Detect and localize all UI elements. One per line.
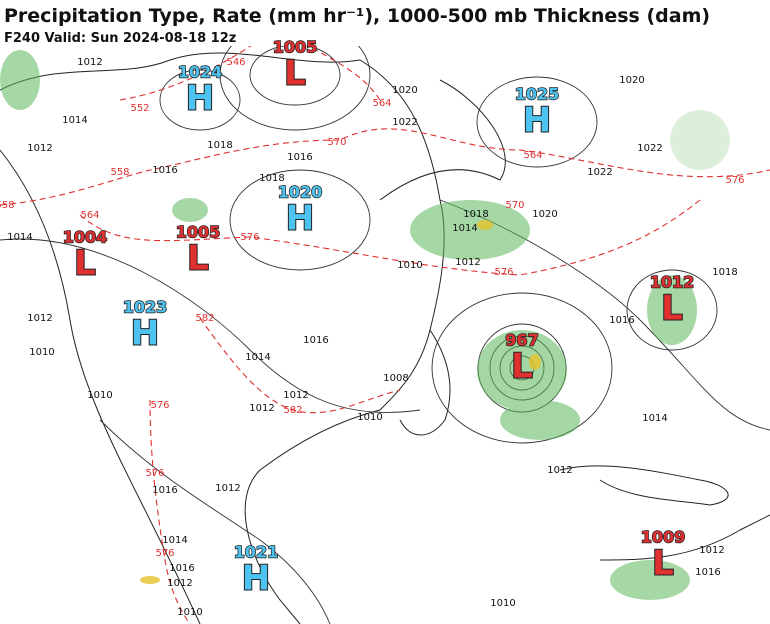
isobar-label: 1016 bbox=[169, 563, 194, 574]
isobar-label: 1012 bbox=[455, 257, 480, 268]
header-background bbox=[0, 0, 770, 46]
pressure-center-letter: L bbox=[74, 244, 96, 284]
isobar-label: 1012 bbox=[27, 313, 52, 324]
pressure-center-value: 1020 bbox=[278, 183, 323, 202]
pressure-center-letter: L bbox=[284, 54, 306, 94]
pressure-center-letter: L bbox=[652, 544, 674, 584]
thickness-contours bbox=[0, 39, 770, 624]
thickness-label: 582 bbox=[195, 313, 214, 324]
isobar-label: 1022 bbox=[392, 117, 417, 128]
thickness-label: 564 bbox=[80, 210, 99, 221]
isobar-label: 1022 bbox=[587, 167, 612, 178]
pressure-center-letter: H bbox=[242, 559, 270, 599]
isobar-label: 1010 bbox=[490, 598, 515, 609]
thickness-label: 582 bbox=[283, 405, 302, 416]
thickness-label: 576 bbox=[725, 175, 744, 186]
isobar-label: 1012 bbox=[699, 545, 724, 556]
isobar-label: 1014 bbox=[62, 115, 87, 126]
isobar-label: 1010 bbox=[177, 607, 202, 618]
isobar-label: 1016 bbox=[609, 315, 634, 326]
isobar-label: 1012 bbox=[283, 390, 308, 401]
map-title: Precipitation Type, Rate (mm hr⁻¹), 1000… bbox=[4, 5, 710, 27]
map-subtitle: F240 Valid: Sun 2024-08-18 12z bbox=[4, 31, 236, 46]
isobar-label: 1014 bbox=[162, 535, 187, 546]
pressure-center-value: 1005 bbox=[273, 38, 318, 57]
isobar-label: 1018 bbox=[463, 209, 488, 220]
pressure-center-letter: L bbox=[661, 289, 683, 329]
thickness-label: 558 bbox=[110, 167, 129, 178]
pressure-center-value: 1021 bbox=[234, 543, 279, 562]
isobar-label: 1016 bbox=[303, 335, 328, 346]
isobar-label: 1012 bbox=[215, 483, 240, 494]
pressure-center-value: 1009 bbox=[641, 528, 686, 547]
pressure-center-value: 1023 bbox=[123, 298, 168, 317]
pressure-center-value: 1005 bbox=[176, 223, 221, 242]
thickness-label: 570 bbox=[505, 200, 524, 211]
precipitation bbox=[0, 50, 730, 600]
isobar-label: 1010 bbox=[87, 390, 112, 401]
isobar-label: 1010 bbox=[29, 347, 54, 358]
isobar-label: 1012 bbox=[547, 465, 572, 476]
precip-heavy bbox=[140, 220, 541, 584]
pressure-center-value: 1012 bbox=[650, 273, 695, 292]
pressure-center-letter: L bbox=[187, 239, 209, 279]
thickness-label: 564 bbox=[523, 150, 542, 161]
thickness-label: 570 bbox=[327, 137, 346, 148]
pressure-center-letter: L bbox=[511, 347, 533, 387]
thickness-label: 576 bbox=[240, 232, 259, 243]
pressure-center-letter: H bbox=[286, 199, 314, 239]
thickness-label: 576 bbox=[494, 267, 513, 278]
pressure-center-value: 1025 bbox=[515, 85, 560, 104]
pressure-center-letter: H bbox=[131, 314, 159, 354]
thickness-label: 564 bbox=[372, 98, 391, 109]
pressure-center-letter: H bbox=[186, 79, 214, 119]
isobar-label: 1016 bbox=[152, 165, 177, 176]
isobar-label: 1014 bbox=[452, 223, 477, 234]
isobar-label: 1012 bbox=[27, 143, 52, 154]
pressure-center-letter: H bbox=[523, 101, 551, 141]
thickness-label: 576 bbox=[155, 548, 174, 559]
isobar-label: 1018 bbox=[259, 173, 284, 184]
isobar-label: 1014 bbox=[245, 352, 270, 363]
isobar-label: 1010 bbox=[397, 260, 422, 271]
thickness-label: 552 bbox=[130, 103, 149, 114]
isobar-label: 1014 bbox=[7, 232, 32, 243]
labels: 1012101410121016101810161018102010221020… bbox=[0, 37, 745, 618]
isobar-label: 1012 bbox=[249, 403, 274, 414]
thickness-label: 546 bbox=[226, 57, 245, 68]
isobar-label: 1008 bbox=[383, 373, 408, 384]
isobar-label: 1016 bbox=[152, 485, 177, 496]
isobar-label: 1014 bbox=[642, 413, 667, 424]
thickness-label: 576 bbox=[150, 400, 169, 411]
isobar-label: 1010 bbox=[357, 412, 382, 423]
isobar-label: 1020 bbox=[392, 85, 417, 96]
pressure-center-value: 1004 bbox=[63, 228, 108, 247]
pressure-center-value: 1024 bbox=[178, 63, 223, 82]
isobar-label: 1020 bbox=[619, 75, 644, 86]
isobar-label: 1018 bbox=[712, 267, 737, 278]
thickness-label: 576 bbox=[145, 468, 164, 479]
isobar-label: 1016 bbox=[695, 567, 720, 578]
isobar-label: 1016 bbox=[287, 152, 312, 163]
isobar-label: 1012 bbox=[167, 578, 192, 589]
isobar-label: 1022 bbox=[637, 143, 662, 154]
isobar-label: 1012 bbox=[77, 57, 102, 68]
isobar-label: 1018 bbox=[207, 140, 232, 151]
pressure-center-value: 967 bbox=[505, 331, 538, 350]
thickness-label: 558 bbox=[0, 200, 15, 211]
isobar-label: 1020 bbox=[532, 209, 557, 220]
